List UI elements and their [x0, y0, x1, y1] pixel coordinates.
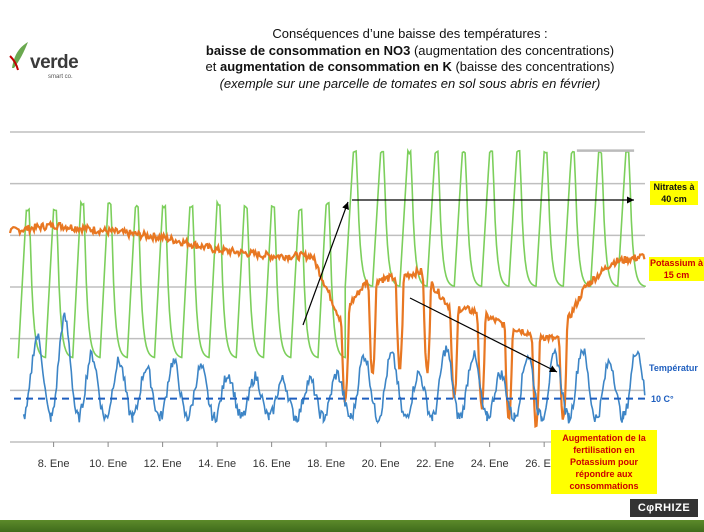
potassium-arrow — [409, 297, 558, 373]
x-tick-label: 14. Ene — [198, 458, 236, 470]
nitrates-label-line-2: 40 cm — [661, 194, 687, 204]
title-line-2: baisse de consommation en NO3 (augmentat… — [140, 43, 680, 60]
title-line-4-text: (exemple sur une parcelle de tomates en … — [219, 75, 601, 91]
threshold-label: 10 C° — [651, 394, 674, 404]
title-line-1: Conséquences d’une baisse des températur… — [272, 26, 548, 41]
x-tick-label: 20. Ene — [362, 458, 400, 470]
callout-line-3: Potassium pour — [569, 457, 638, 467]
leaf-icon — [9, 42, 28, 71]
logo-word: verde — [30, 52, 79, 73]
title-line-3-bold: augmentation de consommation en K — [220, 59, 452, 74]
potassium-label-line-1: Potassium à — [649, 258, 704, 268]
x-tick-label: 22. Ene — [416, 458, 454, 470]
title-line-3-rest: (baisse des concentrations) — [451, 59, 615, 74]
nitrates-label: Nitrates à 40 cm — [650, 181, 698, 205]
nitrates-label-line-1: Nitrates à — [653, 182, 695, 192]
x-tick-label: 18. Ene — [307, 458, 345, 470]
title-line-2-bold: baisse de consommation en NO3 — [205, 42, 411, 58]
page-title: Conséquences d’une baisse des températur… — [140, 26, 680, 92]
callout-line-4: répondre aux — [575, 469, 633, 479]
corhize-logo: CφRHIZE — [630, 499, 698, 517]
title-line-3: et augmentation de consommation en K (ba… — [140, 59, 680, 76]
verde-logo: verde smart co. — [8, 38, 108, 88]
title-line-2-rest: (augmentation des concentrations) — [410, 42, 615, 58]
temperature-label: Températur — [649, 363, 698, 373]
grass-footer — [0, 520, 704, 532]
callout-line-5: consommations — [569, 481, 639, 491]
augmentation-callout: Augmentation de la fertilisation en Pota… — [551, 430, 657, 494]
x-tick-label: 10. Ene — [89, 458, 127, 470]
logo-subtitle: smart co. — [48, 74, 73, 80]
callout-line-2: fertilisation en — [573, 445, 635, 455]
x-tick-label: 24. Ene — [471, 458, 509, 470]
title-line-3-pre: et — [205, 59, 220, 74]
nitrates-line — [17, 147, 646, 359]
potassium-label: Potassium à 15 cm — [649, 257, 704, 281]
potassium-line — [8, 219, 646, 429]
x-tick-label: 8. Ene — [38, 458, 70, 470]
title-line-4: (exemple sur une parcelle de tomates en … — [140, 76, 680, 93]
callout-line-1: Augmentation de la — [562, 433, 646, 443]
chart-plot: 8. Ene 10. Ene 12. Ene 14. Ene 16. Ene 18. En… — [8, 131, 646, 470]
potassium-label-line-2: 15 cm — [663, 270, 690, 280]
x-tick-label: 16. Ene — [253, 458, 291, 470]
x-tick-label: 12. Ene — [144, 458, 182, 470]
rise-arrow — [302, 201, 349, 326]
